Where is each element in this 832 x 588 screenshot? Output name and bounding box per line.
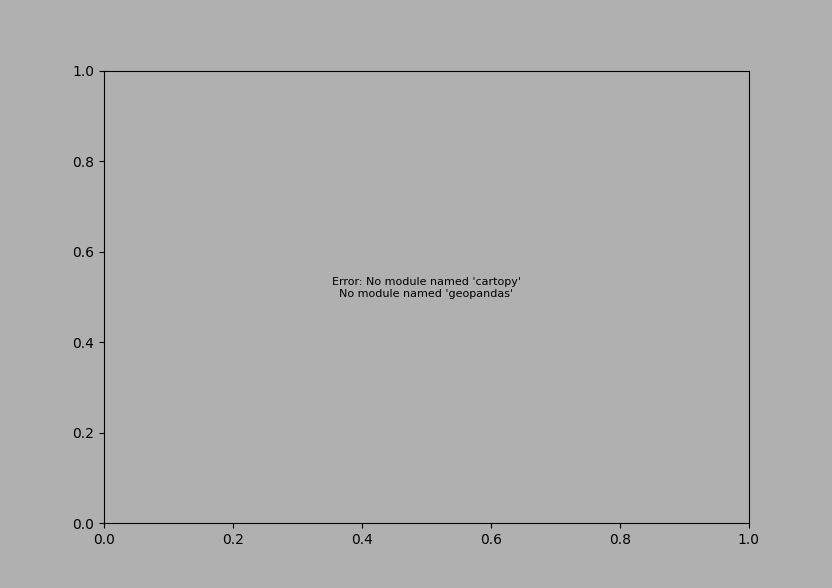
Text: Error: No module named 'cartopy'
No module named 'geopandas': Error: No module named 'cartopy' No modu… [332,278,521,299]
